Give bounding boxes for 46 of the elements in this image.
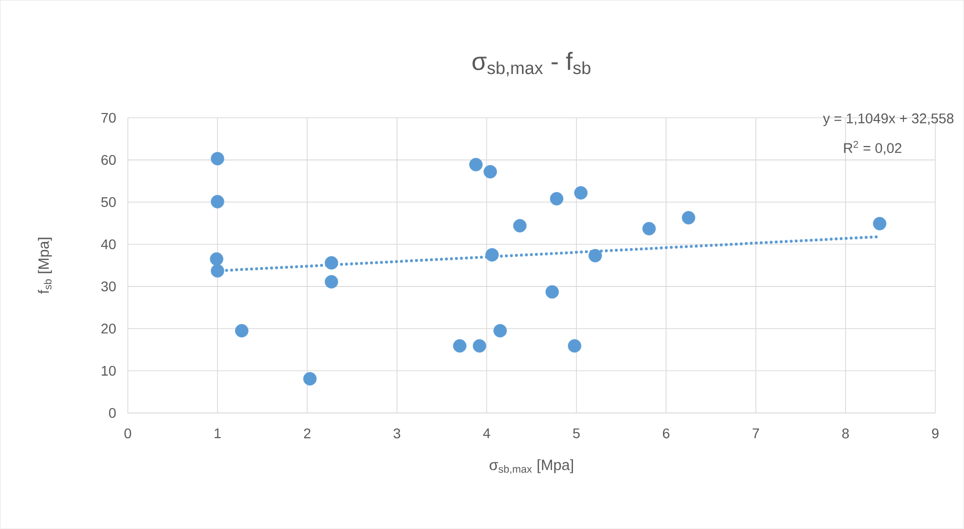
annotation: y = 1,1049x + 32,558 [822, 114, 954, 126]
x-tick-label: 9 [932, 428, 938, 439]
x-tick-label: 0 [124, 428, 132, 439]
point [324, 256, 338, 270]
point [682, 211, 696, 225]
point [568, 339, 582, 353]
x-tick-label: 8 [842, 428, 849, 439]
point [210, 152, 224, 166]
x-tick-label: 2 [304, 428, 310, 438]
x-tick-label: 4 [483, 428, 490, 438]
x-tick-label: 1 [214, 428, 221, 438]
y-tick-label: 20 [101, 324, 116, 334]
y-tick-label: 60 [101, 155, 116, 166]
x-tick-label: 7 [752, 428, 760, 438]
point [545, 285, 559, 299]
point [303, 372, 317, 386]
point [550, 192, 564, 206]
y-tick-label: 50 [101, 197, 116, 208]
y-tick-label: 10 [102, 366, 116, 376]
x-tick-label: 6 [662, 428, 670, 439]
y-tick-label: 40 [101, 239, 116, 250]
point [210, 195, 224, 209]
annotation: R$^{2}$ = 0,02 [844, 141, 902, 155]
y-tick-label: 30 [101, 282, 116, 292]
point [485, 248, 499, 262]
point [469, 158, 483, 172]
y-axis-title: f$_{sb}$ [Mpa] [38, 238, 52, 294]
y-tick-label: 0 [109, 408, 116, 418]
point [210, 252, 224, 266]
point [453, 339, 466, 353]
point [872, 217, 886, 230]
point [588, 249, 602, 263]
point [210, 264, 224, 278]
y-tick-label: 70 [101, 112, 116, 123]
point [235, 324, 248, 338]
point [324, 275, 338, 289]
point [513, 219, 527, 233]
point [472, 339, 486, 353]
point [574, 186, 588, 200]
chart-title: σ$_{sb,max}$ - f$_{sb}$ [472, 52, 590, 76]
x-tick-label: 3 [394, 428, 400, 439]
x-tick-label: 5 [573, 428, 580, 438]
point [484, 165, 497, 179]
point [642, 222, 656, 236]
point [493, 324, 507, 338]
x-axis-title: σ$_{sb,max}$ [Mpa] [490, 459, 573, 474]
